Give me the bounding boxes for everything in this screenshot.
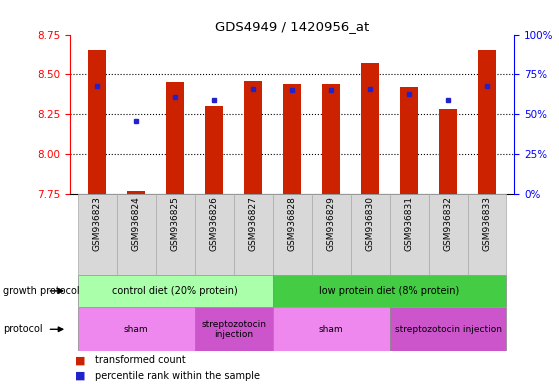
Bar (390, 194, 429, 275)
Bar (283, 84, 301, 194)
Text: GSM936826: GSM936826 (210, 196, 219, 251)
Text: sham: sham (319, 325, 343, 334)
Bar (205, 106, 223, 194)
Bar (439, 109, 457, 194)
Text: streptozotocin injection: streptozotocin injection (395, 325, 501, 334)
Text: ■: ■ (75, 356, 89, 366)
Bar (78, 194, 117, 275)
Bar (244, 81, 262, 194)
Bar (400, 87, 418, 194)
Bar (195, 194, 234, 275)
Bar (273, 307, 390, 351)
Bar (273, 194, 311, 275)
Bar (127, 191, 145, 194)
Text: GSM936824: GSM936824 (132, 196, 141, 251)
Text: growth protocol: growth protocol (3, 286, 79, 296)
Text: GSM936827: GSM936827 (249, 196, 258, 251)
Title: GDS4949 / 1420956_at: GDS4949 / 1420956_at (215, 20, 369, 33)
Bar (350, 194, 390, 275)
Text: GSM936833: GSM936833 (482, 196, 491, 252)
Bar (88, 51, 106, 194)
Text: streptozotocin
injection: streptozotocin injection (201, 319, 266, 339)
Bar (429, 194, 467, 275)
Bar (167, 83, 184, 194)
Text: protocol: protocol (3, 324, 42, 334)
Text: percentile rank within the sample: percentile rank within the sample (95, 371, 260, 381)
Bar (323, 84, 340, 194)
Bar (361, 63, 379, 194)
Text: transformed count: transformed count (95, 356, 186, 366)
Text: GSM936830: GSM936830 (366, 196, 375, 252)
Bar (467, 194, 506, 275)
Bar (390, 307, 506, 351)
Text: control diet (20% protein): control diet (20% protein) (112, 286, 238, 296)
Text: GSM936829: GSM936829 (326, 196, 335, 251)
Bar (234, 194, 273, 275)
Text: GSM936831: GSM936831 (405, 196, 414, 252)
Bar (195, 307, 273, 351)
Bar (117, 194, 155, 275)
Bar (273, 275, 506, 307)
Text: low protein diet (8% protein): low protein diet (8% protein) (319, 286, 459, 296)
Text: sham: sham (124, 325, 149, 334)
Text: GSM936823: GSM936823 (93, 196, 102, 251)
Text: GSM936828: GSM936828 (287, 196, 297, 251)
Text: ■: ■ (75, 371, 89, 381)
Bar (155, 194, 195, 275)
Bar (478, 51, 496, 194)
Bar (78, 307, 195, 351)
Bar (78, 275, 273, 307)
Text: GSM936832: GSM936832 (443, 196, 452, 251)
Text: GSM936825: GSM936825 (170, 196, 179, 251)
Bar (311, 194, 350, 275)
